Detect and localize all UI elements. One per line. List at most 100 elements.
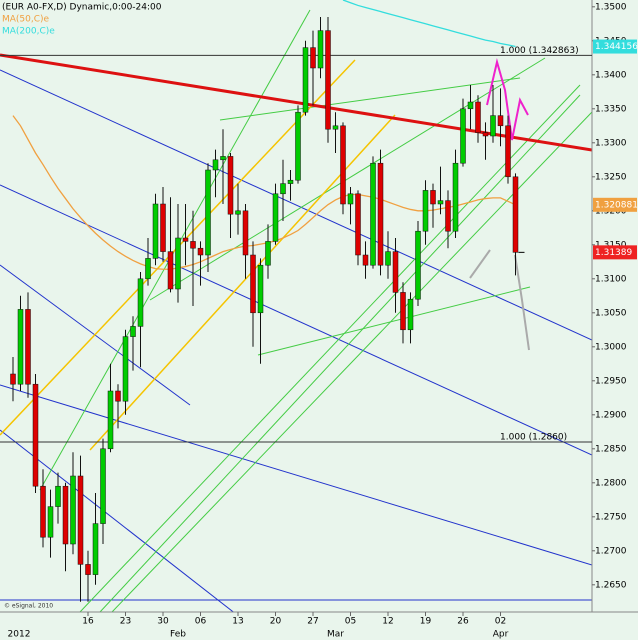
candle-body	[62, 485, 69, 545]
candle-body	[47, 506, 54, 538]
value-box	[593, 245, 637, 260]
x-tick-label: 30	[157, 617, 169, 627]
x-month-label: Mar	[327, 630, 344, 640]
footer: © eSignal, 2010	[4, 603, 53, 610]
candle-body	[407, 298, 414, 331]
x-tick-label: 12	[382, 617, 393, 627]
candle-body	[385, 251, 391, 266]
candle-body	[272, 193, 279, 242]
candle-body	[257, 264, 264, 314]
candle-body	[235, 210, 241, 215]
trend-line	[0, 69, 592, 341]
candle-body	[92, 523, 99, 575]
candle-body	[55, 485, 61, 507]
trend-line	[0, 429, 235, 612]
candle-body	[437, 200, 444, 205]
value-box-label: 1.320881	[595, 200, 638, 210]
y-tick-label: 1.3050	[595, 308, 627, 318]
ma-line	[342, 0, 516, 48]
y-tick-label: 1.3300	[595, 138, 627, 148]
y-tick-label: 1.2850	[595, 444, 627, 454]
x-tick-label: 26	[457, 617, 469, 627]
y-tick-label: 1.2900	[595, 410, 627, 420]
candle-body	[512, 176, 519, 253]
chart-title: (EUR A0-FX,D) Dynamic,0:00-24:00	[2, 3, 162, 13]
x-month-label: Feb	[170, 630, 186, 640]
x-tick-label: 13	[232, 617, 243, 627]
candle-body	[212, 159, 219, 171]
candle-body	[295, 111, 301, 181]
candle-body	[85, 564, 91, 575]
y-tick-label: 1.2950	[595, 376, 627, 386]
x-tick-label: 23	[120, 617, 131, 627]
candle-body	[490, 115, 496, 137]
candle-body	[265, 241, 271, 266]
candle-body	[482, 132, 489, 137]
value-box	[593, 197, 637, 212]
candle-body	[362, 254, 369, 266]
x-tick-label: 20	[270, 617, 282, 627]
x-month-label: 2012	[8, 630, 31, 640]
value-box-label: 1.31389	[595, 248, 632, 258]
ma-line	[12, 115, 516, 270]
candle-body	[10, 373, 16, 385]
candle-body	[242, 210, 249, 256]
candle-body	[415, 230, 421, 300]
candle-body	[392, 251, 399, 293]
candle-body	[17, 309, 24, 385]
level-label: 1.000 (1.342863)	[500, 46, 579, 56]
candle-body	[122, 336, 129, 402]
candle-body	[77, 475, 84, 565]
trend-line	[257, 286, 531, 356]
candle-body	[505, 125, 511, 178]
candle-body	[370, 162, 376, 266]
y-tick-label: 1.2650	[595, 580, 627, 590]
candle-body	[497, 115, 504, 127]
candle-body	[145, 258, 151, 280]
trend-line	[0, 384, 592, 566]
candle-body	[347, 193, 354, 205]
y-tick-label: 1.3100	[595, 274, 627, 284]
candle-body	[452, 162, 459, 232]
y-tick-label: 1.3150	[595, 240, 627, 250]
candle-body	[190, 241, 196, 249]
candle-body	[400, 292, 406, 331]
candle-body	[332, 125, 339, 130]
trend-line	[149, 57, 546, 301]
candle-body	[130, 326, 136, 337]
y-tick-label: 1.3400	[595, 70, 627, 80]
candle-body	[302, 47, 309, 113]
trend-line	[0, 184, 592, 456]
x-tick-label: 16	[82, 617, 94, 627]
candle-body	[115, 390, 121, 402]
legend-entry: MA(200,C)e	[2, 27, 55, 37]
candle-body	[422, 190, 429, 232]
candle-body	[70, 475, 76, 545]
candle-body	[475, 101, 481, 133]
trend-line	[79, 84, 581, 612]
candle-body	[340, 125, 346, 205]
candle-body	[250, 254, 256, 314]
plot-area	[0, 0, 592, 602]
candle-body	[205, 169, 211, 256]
candle-body	[377, 162, 384, 266]
candle-body	[430, 190, 436, 205]
candle-body	[467, 101, 474, 110]
y-tick-label: 1.3250	[595, 172, 627, 182]
candle-body	[317, 30, 324, 69]
y-tick-label: 1.3500	[595, 2, 627, 12]
y-tick-label: 1.2700	[595, 546, 627, 556]
trend-line	[99, 94, 581, 612]
candle-body	[40, 485, 46, 538]
trend-line	[111, 111, 592, 612]
y-tick-label: 1.3350	[595, 104, 627, 114]
candle-body	[280, 183, 286, 195]
candle-body	[325, 30, 331, 130]
candle-body	[197, 247, 204, 256]
x-tick-label: 02	[495, 617, 506, 627]
candle-body	[107, 390, 114, 450]
candle-body	[32, 383, 39, 487]
candle-body	[100, 448, 106, 524]
legend-entry: MA(50,C)e	[2, 15, 50, 25]
